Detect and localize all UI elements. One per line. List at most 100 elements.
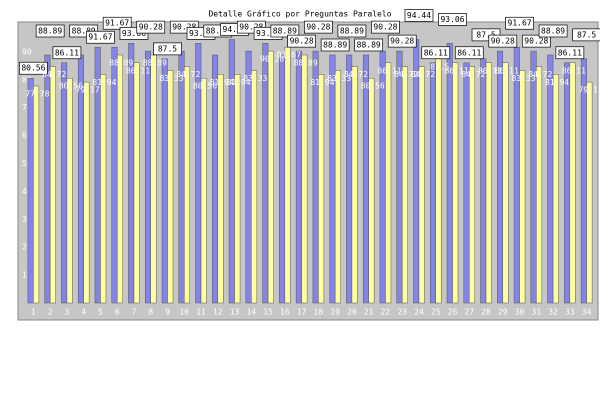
value-label: 84.72 bbox=[411, 70, 435, 79]
label-box bbox=[320, 38, 350, 52]
value-label: 90.28 bbox=[172, 23, 196, 32]
x-tick-label: 11 bbox=[196, 308, 206, 317]
bar bbox=[552, 74, 559, 304]
x-tick-label: 8 bbox=[148, 308, 153, 317]
value-label: 90.28 bbox=[290, 37, 314, 46]
bar bbox=[279, 54, 286, 304]
value-label: 86.11 bbox=[424, 48, 448, 57]
value-label: 88.89 bbox=[323, 40, 347, 49]
value-label: 84.72 bbox=[528, 70, 552, 79]
value-label: 79.17 bbox=[76, 86, 100, 95]
value-label: 86.11 bbox=[377, 66, 401, 75]
x-tick-label: 14 bbox=[247, 308, 257, 317]
x-tick-label: 31 bbox=[532, 308, 542, 317]
x-tick-label: 25 bbox=[431, 308, 441, 317]
value-label: 83.33 bbox=[327, 74, 351, 83]
bar bbox=[150, 54, 157, 304]
y-tick-label: 40 bbox=[22, 187, 32, 196]
chart-title: Detalle Gráfico por Preguntas Paralelo bbox=[208, 10, 391, 19]
x-tick-label: 19 bbox=[330, 308, 340, 317]
y-tick-label: 80 bbox=[22, 75, 32, 84]
label-box bbox=[52, 46, 82, 60]
bar bbox=[480, 58, 487, 304]
bar bbox=[184, 66, 191, 304]
x-tick-label: 5 bbox=[98, 308, 103, 317]
label-box bbox=[354, 38, 384, 52]
value-label: 83.33 bbox=[243, 74, 267, 83]
value-label: 87.5 bbox=[476, 30, 495, 39]
value-label: 86.11 bbox=[478, 66, 502, 75]
value-label: 93.06 bbox=[189, 29, 213, 38]
value-label: 88.89 bbox=[143, 58, 167, 67]
bar bbox=[502, 62, 509, 304]
x-tick-label: 2 bbox=[48, 308, 53, 317]
value-label: 83.33 bbox=[512, 74, 536, 83]
label-box bbox=[86, 30, 115, 44]
label-box bbox=[387, 34, 417, 48]
value-label: 91.67 bbox=[105, 19, 129, 28]
x-tick-label: 22 bbox=[381, 308, 391, 317]
bar bbox=[485, 62, 492, 304]
value-label: 84.72 bbox=[394, 70, 418, 79]
value-label: 93.06 bbox=[256, 29, 280, 38]
value-label: 86.11 bbox=[495, 66, 519, 75]
x-tick-label: 29 bbox=[498, 308, 508, 317]
value-label: 88.89 bbox=[273, 26, 297, 35]
value-label: 79.17 bbox=[579, 86, 600, 95]
value-label: 94.44 bbox=[407, 11, 431, 20]
value-label: 80.56 bbox=[361, 82, 385, 91]
y-tick-label: 60 bbox=[22, 131, 32, 140]
bar bbox=[167, 70, 174, 304]
bar bbox=[429, 62, 436, 304]
bar bbox=[212, 54, 219, 304]
value-label: 81.94 bbox=[310, 78, 334, 87]
value-label: 84.72 bbox=[344, 70, 368, 79]
bar bbox=[66, 77, 73, 304]
value-label: 84.72 bbox=[42, 70, 66, 79]
label-box bbox=[454, 46, 484, 60]
x-tick-label: 32 bbox=[548, 308, 558, 317]
value-label: 88.89 bbox=[340, 26, 364, 35]
x-tick-label: 4 bbox=[81, 308, 86, 317]
label-box bbox=[136, 20, 166, 34]
label-box bbox=[102, 16, 132, 30]
bar bbox=[83, 81, 90, 304]
x-tick-label: 34 bbox=[582, 308, 592, 317]
bar bbox=[435, 58, 442, 304]
value-label: 86.11 bbox=[562, 66, 586, 75]
bar bbox=[128, 43, 135, 304]
label-box bbox=[304, 20, 333, 34]
bar bbox=[418, 66, 425, 304]
label-box bbox=[404, 9, 434, 22]
bar bbox=[144, 50, 151, 304]
bar bbox=[463, 62, 470, 304]
value-label: 77.78 bbox=[25, 89, 49, 98]
value-label: 88.89 bbox=[294, 58, 318, 67]
value-label: 90.28 bbox=[390, 37, 414, 46]
bar bbox=[446, 43, 453, 304]
value-label: 87.5 bbox=[158, 44, 177, 53]
bar bbox=[49, 66, 56, 304]
bar bbox=[33, 85, 40, 304]
bar bbox=[301, 54, 308, 304]
bar bbox=[401, 66, 408, 304]
bar bbox=[385, 62, 392, 304]
bar bbox=[200, 77, 207, 304]
bar bbox=[530, 50, 537, 304]
bar bbox=[161, 58, 168, 304]
bar bbox=[564, 62, 571, 304]
bar bbox=[452, 62, 459, 304]
value-label: 90.28 bbox=[306, 23, 330, 32]
value-label: 88.89 bbox=[109, 58, 133, 67]
value-label: 81.94 bbox=[92, 78, 116, 87]
x-tick-label: 23 bbox=[397, 308, 407, 317]
bar bbox=[396, 50, 403, 304]
value-label: 87.5 bbox=[430, 62, 449, 71]
value-label: 87.5 bbox=[577, 30, 596, 39]
y-tick-label: 10 bbox=[22, 271, 32, 280]
bar bbox=[469, 66, 476, 304]
bar bbox=[217, 74, 224, 304]
x-tick-label: 21 bbox=[364, 308, 374, 317]
bar bbox=[586, 81, 593, 304]
